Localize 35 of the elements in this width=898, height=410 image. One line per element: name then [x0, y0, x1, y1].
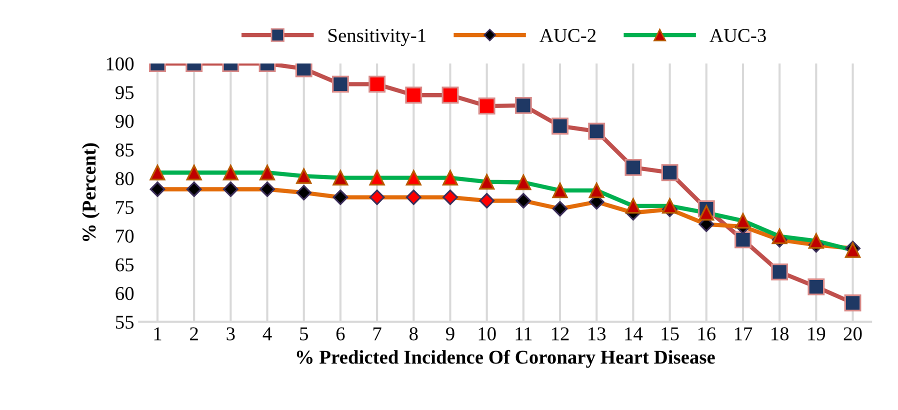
legend-label: Sensitivity-1 — [328, 28, 426, 46]
y-tick-label: 95 — [116, 86, 134, 100]
x-tick-label: 3 — [226, 327, 235, 340]
x-tick-label: 9 — [446, 327, 454, 340]
y-tick-label: 90 — [116, 114, 134, 128]
x-tick-label: 7 — [373, 327, 382, 340]
y-tick-label: 80 — [116, 172, 134, 186]
y-tick-label: 55 — [116, 316, 134, 329]
y-tick-label: 100 — [106, 57, 134, 70]
x-axis-title: % Predicted Incidence Of Coronary Heart Disease — [296, 350, 715, 368]
x-tick-label: 17 — [734, 327, 752, 340]
y-tick-label: 70 — [116, 230, 134, 243]
x-tick-label: 5 — [300, 327, 308, 340]
x-tick-label: 11 — [516, 327, 532, 340]
x-tick-label: 20 — [844, 327, 862, 340]
x-tick-label: 6 — [336, 327, 345, 340]
x-tick-label: 15 — [662, 327, 679, 340]
y-axis-title: % (Percent) — [82, 143, 100, 242]
x-tick-label: 14 — [625, 327, 643, 340]
legend-label: AUC-3 — [710, 28, 766, 42]
x-tick-label: 13 — [588, 327, 606, 340]
x-tick-label: 18 — [772, 327, 789, 340]
y-tick-label: 85 — [116, 143, 134, 157]
x-tick-label: 19 — [808, 327, 826, 340]
x-tick-label: 1 — [154, 327, 162, 340]
x-tick-label: 16 — [698, 327, 716, 340]
y-tick-label: 75 — [116, 201, 134, 214]
x-tick-label: 2 — [190, 327, 198, 340]
y-tick-label: 60 — [116, 286, 134, 300]
legend-label: AUC-2 — [540, 28, 596, 42]
x-tick-label: 12 — [552, 327, 569, 340]
x-tick-label: 10 — [478, 327, 496, 340]
x-tick-label: 4 — [262, 327, 272, 340]
y-tick-label: 65 — [116, 258, 134, 272]
x-tick-label: 8 — [410, 327, 418, 340]
